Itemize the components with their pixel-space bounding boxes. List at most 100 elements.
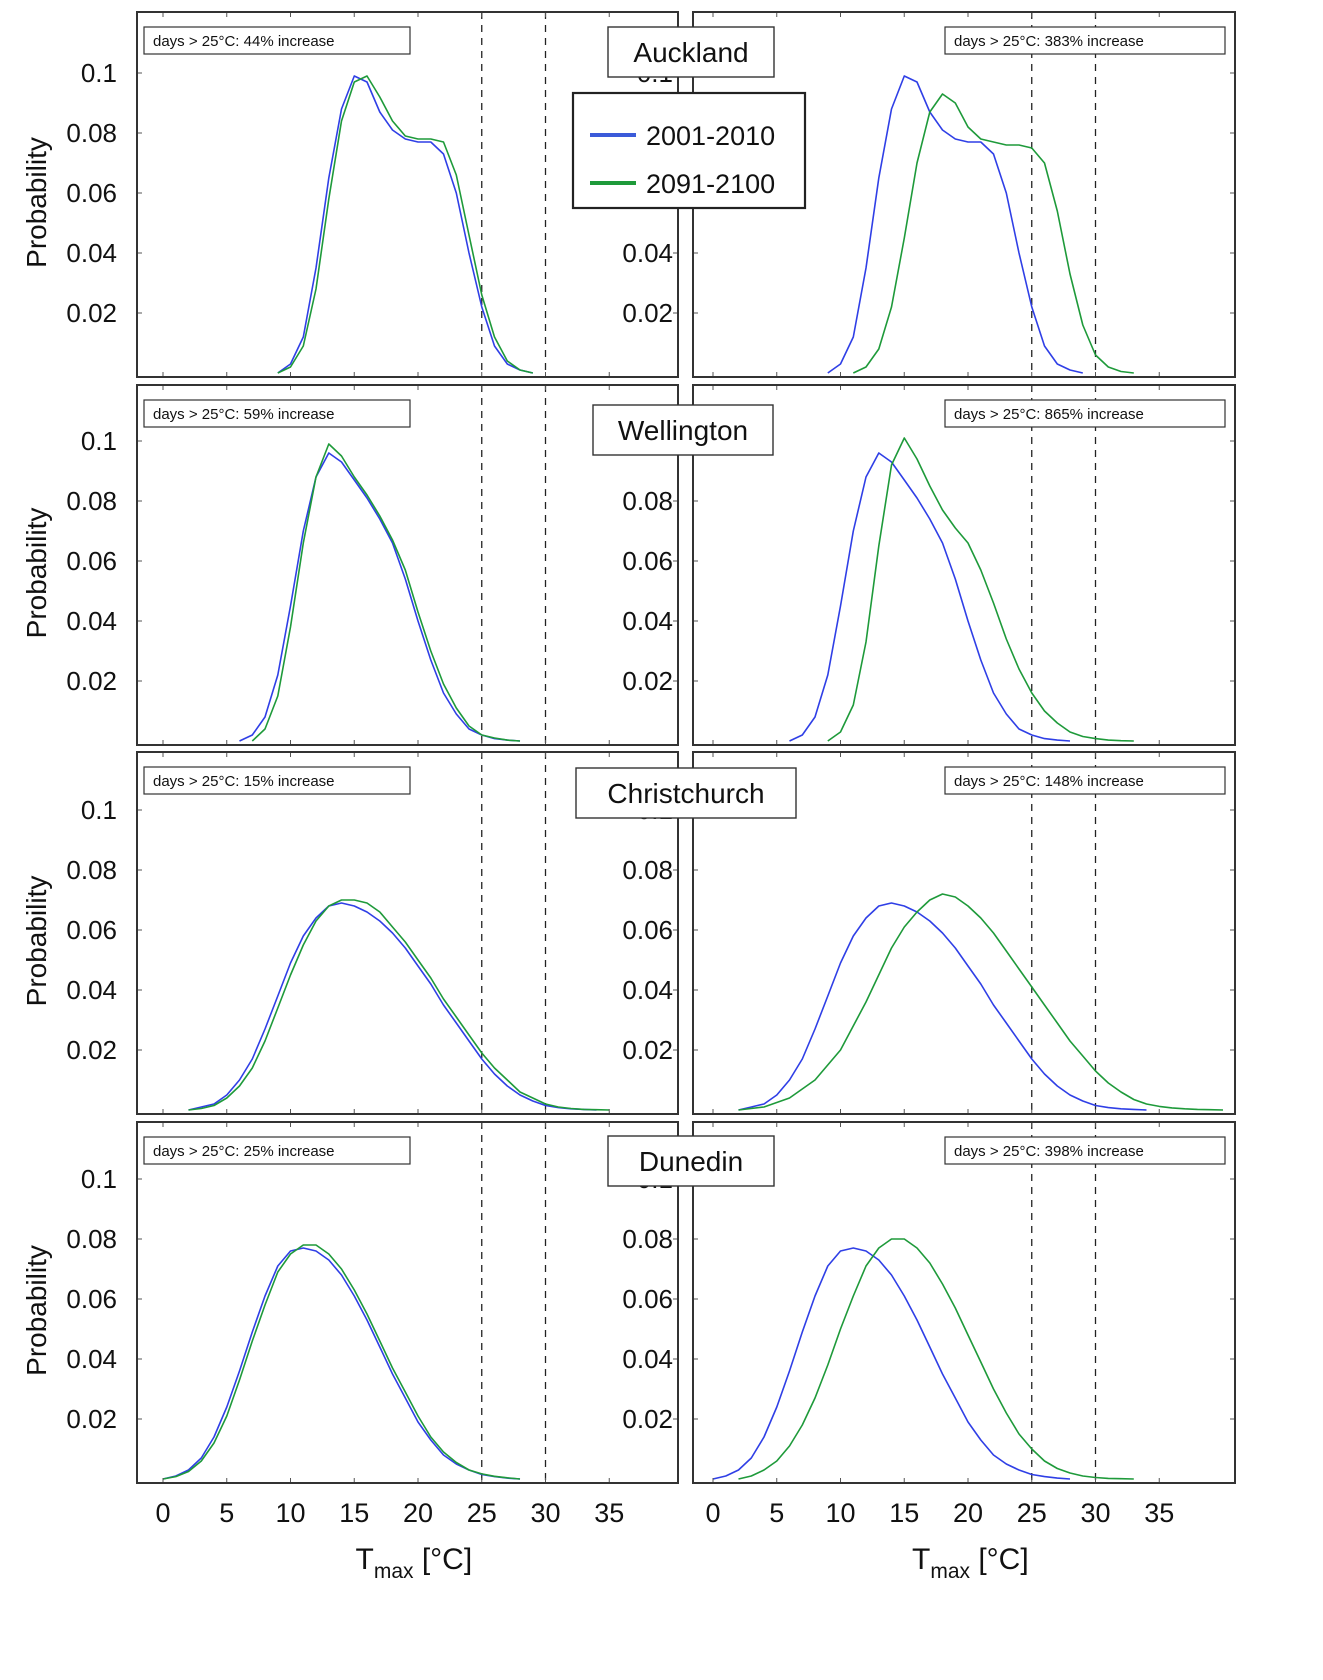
city-label-box (607, 1135, 775, 1187)
annotation-text: days > 25°C: 148% increase (954, 773, 1144, 790)
x-tick-label: 5 (769, 1498, 784, 1528)
panel-frame (136, 751, 679, 1115)
y-tick-label: 0.02 (66, 298, 117, 328)
series-line-2091-2100 (738, 1238, 1134, 1480)
y-tick-label: 0.06 (66, 178, 117, 208)
y-tick-label: 0.06 (66, 1284, 117, 1314)
panel-auckland-left: days > 25°C: 44% increase 0.1 0.08 0.06 0.04… (21, 11, 679, 378)
series-line-2091-2100 (188, 899, 610, 1111)
y-tick-label: 0.02 (66, 1035, 117, 1065)
x-tick-label: 10 (825, 1498, 855, 1528)
annotation-box (944, 399, 1226, 428)
y-tick-label: 0.02 (622, 298, 673, 328)
series-line-2001-2010 (239, 452, 521, 742)
series-line-2091-2100 (852, 93, 1134, 374)
y-tick-label: 0.1 (81, 1164, 117, 1194)
series-line-2091-2100 (251, 443, 521, 742)
series-line-2001-2010 (789, 452, 1071, 742)
x-tick-label: 30 (1080, 1498, 1110, 1528)
annotation-box (944, 1136, 1226, 1165)
annotation-text: days > 25°C: 25% increase (153, 1143, 335, 1160)
city-label-box (575, 767, 797, 819)
x-tick-label: 25 (1017, 1498, 1047, 1528)
annotation-text: days > 25°C: 398% increase (954, 1143, 1144, 1160)
x-tick-label: 15 (339, 1498, 369, 1528)
y-axis-label: Probability (21, 876, 52, 1007)
x-tick-label: 20 (403, 1498, 433, 1528)
y-tick-label: 0.04 (66, 975, 117, 1005)
y-tick-label: 0.02 (66, 666, 117, 696)
annotation-text: days > 25°C: 44% increase (153, 33, 335, 50)
series-line-2001-2010 (188, 902, 597, 1111)
series-line-2001-2010 (827, 75, 1083, 374)
annotation-box (143, 399, 411, 428)
city-label: Auckland (633, 37, 748, 68)
legend-frame (571, 91, 807, 210)
annotation-box (143, 766, 411, 795)
x-tick-label: 0 (705, 1498, 720, 1528)
y-tick-label: 0.04 (66, 238, 117, 268)
series-line-2001-2010 (738, 902, 1147, 1111)
y-tick-label: 0.08 (66, 486, 117, 516)
y-tick-label: 0.02 (622, 1404, 673, 1434)
y-axis-label: Probability (21, 508, 52, 639)
panel-frame (136, 384, 679, 746)
series-line-2091-2100 (162, 1244, 521, 1480)
y-tick-label: 0.02 (622, 666, 673, 696)
annotation-text: days > 25°C: 15% increase (153, 773, 335, 790)
y-tick-label: 0.1 (81, 426, 117, 456)
legend-label: 2091-2100 (646, 169, 775, 199)
series-line-2091-2100 (827, 437, 1134, 742)
y-tick-label: 0.02 (66, 1404, 117, 1434)
y-tick-label: 0.04 (622, 238, 673, 268)
y-tick-label: 0.04 (622, 1344, 673, 1374)
panel-wellington-right: days > 25°C: 865% increase0.10.080.060.0… (622, 384, 1236, 746)
x-tick-label: 25 (467, 1498, 497, 1528)
x-tick-label: 15 (889, 1498, 919, 1528)
y-tick-label: 0.08 (66, 1224, 117, 1254)
y-tick-label: 0.08 (622, 855, 673, 885)
y-tick-label: 0.1 (81, 58, 117, 88)
x-tick-label: 10 (275, 1498, 305, 1528)
annotation-text: days > 25°C: 59% increase (153, 406, 335, 423)
legend: 2001-2010 2091-2100 (571, 91, 807, 210)
y-tick-label: 0.1 (81, 795, 117, 825)
y-tick-label: 0.02 (622, 1035, 673, 1065)
city-label: Dunedin (639, 1146, 743, 1177)
annotation-box (944, 26, 1226, 55)
y-axis-label: Probability (21, 137, 52, 268)
annotation-box (143, 1136, 411, 1165)
y-tick-label: 0.06 (622, 915, 673, 945)
x-tick-label: 30 (530, 1498, 560, 1528)
y-tick-label: 0.06 (622, 546, 673, 576)
x-axis-label: Tmax [°C] (356, 1543, 473, 1583)
series-line-2001-2010 (277, 75, 533, 374)
y-tick-label: 0.04 (66, 606, 117, 636)
city-label: Wellington (618, 415, 748, 446)
city-label-box (607, 26, 775, 78)
y-tick-label: 0.04 (622, 975, 673, 1005)
y-tick-label: 0.04 (622, 606, 673, 636)
panel-frame (136, 1121, 679, 1484)
y-tick-label: 0.08 (622, 1224, 673, 1254)
panel-wellington-left: days > 25°C: 59% increase 0.1 0.08 0.06 0.04… (21, 384, 679, 746)
x-tick-label: 35 (1144, 1498, 1174, 1528)
annotation-box (944, 766, 1226, 795)
x-axis-label-main: T (912, 1543, 930, 1576)
city-label: Christchurch (607, 778, 764, 809)
y-tick-label: 0.08 (66, 855, 117, 885)
x-axis-label-sub: max (930, 1560, 970, 1583)
x-axis-label-unit: [°C] (970, 1543, 1029, 1576)
annotation-text: days > 25°C: 383% increase (954, 33, 1144, 50)
legend-label: 2001-2010 (646, 121, 775, 151)
panels: days > 25°C: 44% increase 0.1 0.08 0.06 0.04… (21, 11, 1236, 1583)
panel-christchurch-left: days > 25°C: 15% increase 0.1 0.08 0.06 0.04… (21, 751, 679, 1115)
y-axis-label: Probability (21, 1245, 52, 1376)
series-line-2091-2100 (738, 893, 1224, 1111)
x-tick-label: 35 (594, 1498, 624, 1528)
series-line-2091-2100 (277, 75, 533, 374)
panel-frame (692, 1121, 1236, 1484)
panel-dunedin-left: days > 25°C: 25% increase 0.1 0.08 0.06 0.04… (21, 1121, 679, 1583)
